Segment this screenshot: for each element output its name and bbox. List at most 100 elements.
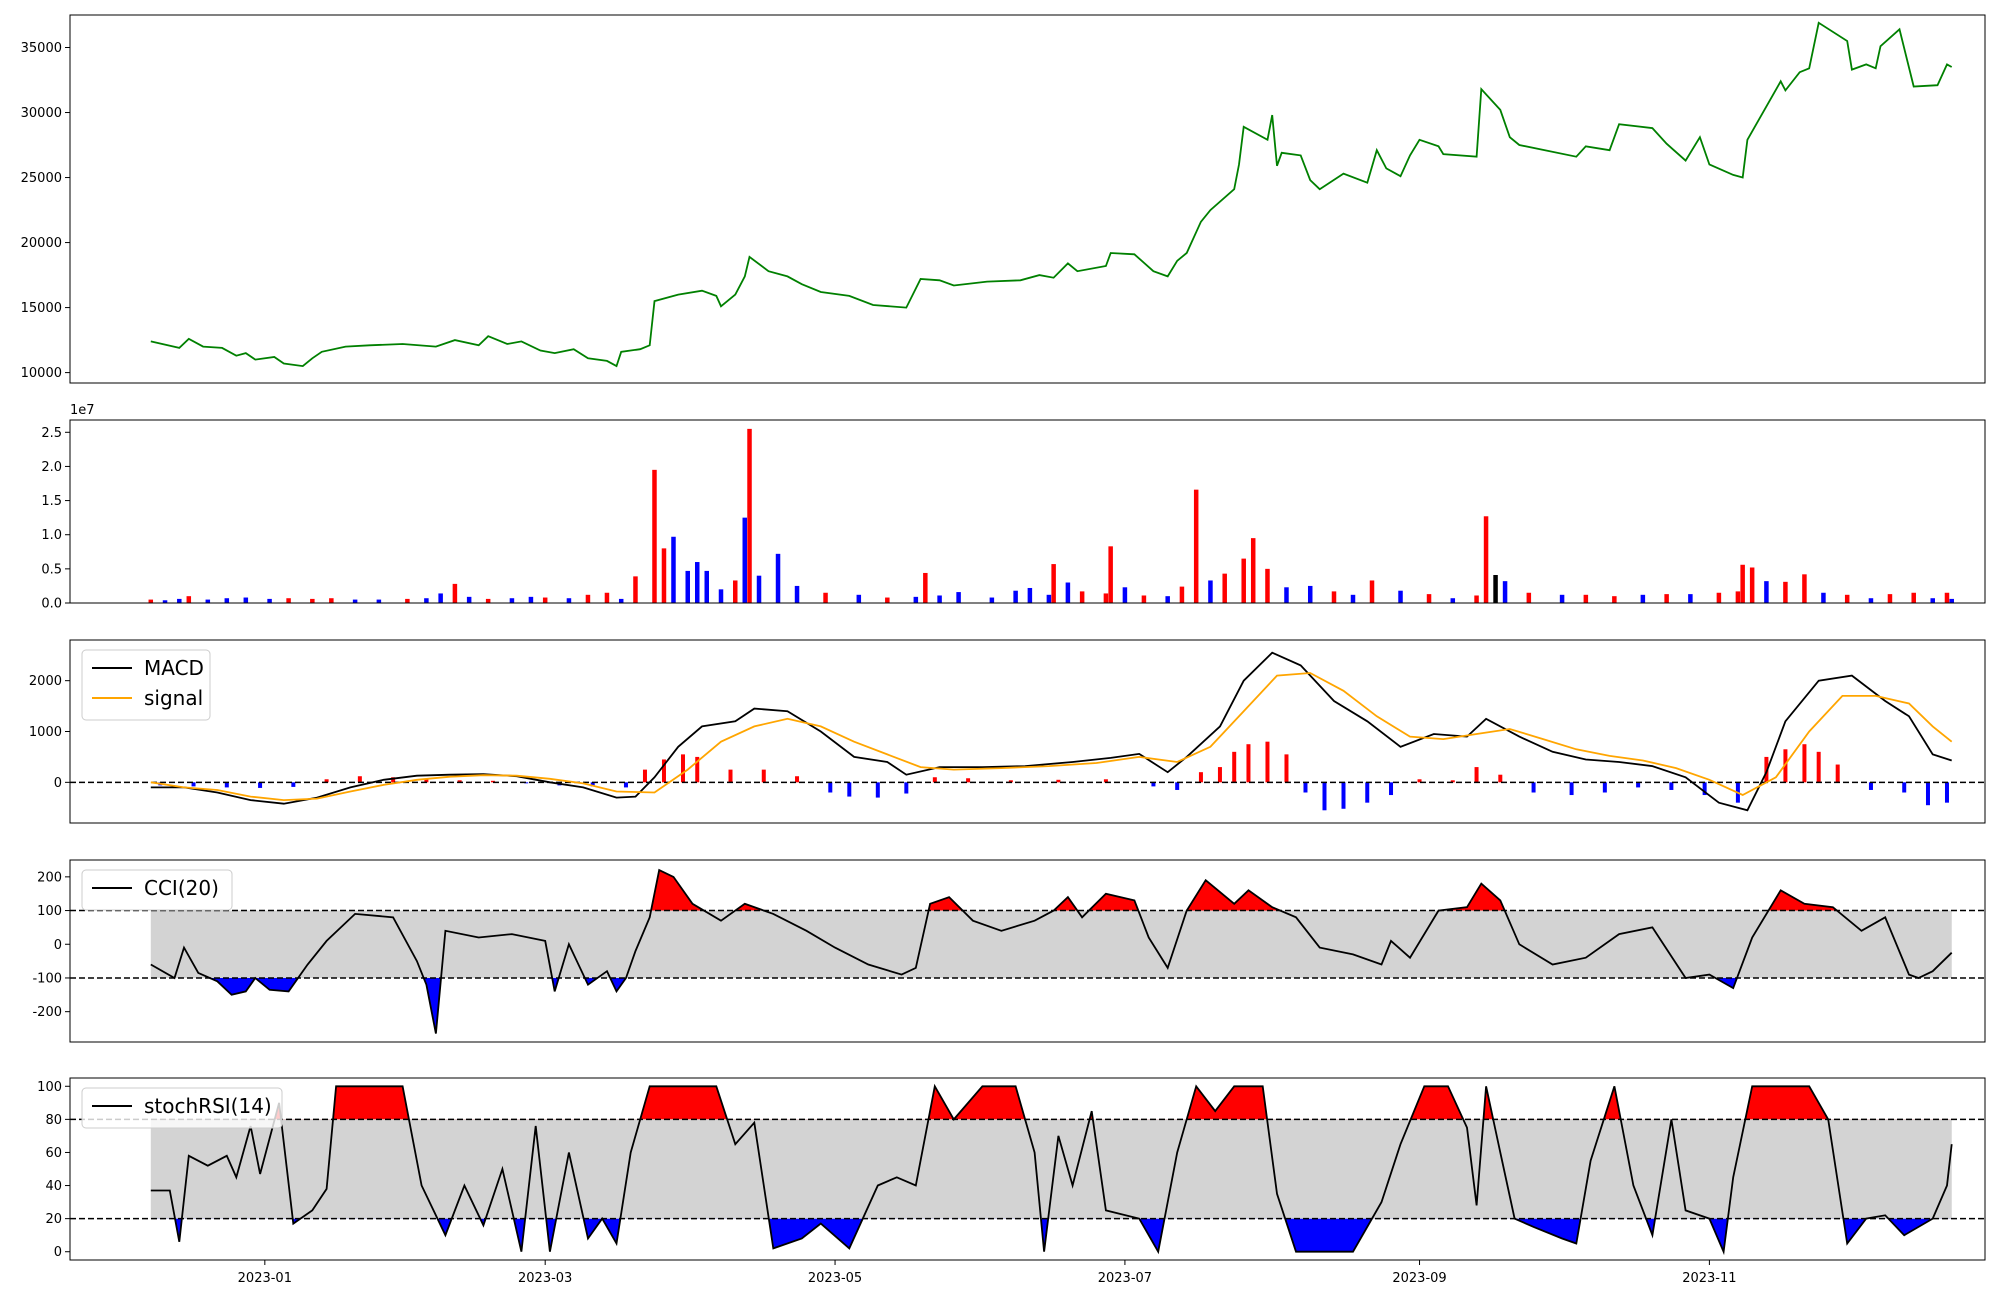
macd-histogram-bar [1151,782,1156,787]
volume-bar [1640,594,1646,603]
volume-bar [1208,580,1213,603]
volume-bar [310,598,315,603]
macd-histogram-bar [695,756,700,783]
volume-bar [742,517,748,603]
y-tick-label: 1.5 [41,494,62,509]
axes-frame [69,859,1986,1043]
volume-bar [1307,585,1313,603]
volume-bar [1740,564,1745,603]
macd-histogram-bar [1835,764,1840,783]
macd-histogram-bar [1246,744,1251,783]
volume-bar [1944,592,1950,603]
volume-bar [1844,594,1850,603]
y-tick-label: 20 [45,1212,62,1227]
volume-bar [1802,574,1807,603]
macd-histogram-bar [642,769,647,783]
macd-histogram-bar [1868,782,1873,790]
macd-histogram-bar [1925,782,1930,806]
indicator-line [150,1083,1953,1256]
volume-bar [376,599,382,603]
volume-bar [1783,581,1788,603]
volume-bar [1051,564,1056,603]
overbought-fill [274,1086,1829,1120]
volume-bar [1688,594,1693,603]
macd-histogram-bar [1056,779,1061,783]
volume-bar [1930,598,1935,603]
volume-bar [1141,595,1147,603]
macd-histogram-bar [258,782,263,788]
macd-histogram-bar [1365,782,1370,803]
price-panel: 10000 15000 20000 25000 30000 35000 [21,14,1986,384]
axes-frame [69,1077,1986,1261]
volume-bar [1046,594,1052,603]
volume-bar [542,597,548,603]
volume-bar [1222,573,1227,603]
volume-bar [956,592,961,603]
volume-bar [1398,590,1403,603]
volume-bar [1583,594,1589,603]
macd-panel: 0 1000 2000 MACD signal [29,639,1986,824]
volume-bar [1887,594,1893,603]
neutral-band [150,1119,1952,1219]
y-tick-label: 1000 [29,725,62,740]
cci-panel: -200 -100 0 100 200 CCI(20) [32,859,1986,1043]
volume-bar [438,593,443,603]
x-tick-label: 2023-07 [1098,1271,1152,1286]
volume-bar [1193,489,1199,603]
macd-histogram-bar [847,782,852,797]
volume-bar [405,598,410,603]
volume-bar [1369,580,1375,603]
y-tick-label: 25000 [21,171,62,186]
volume-bar [1027,587,1033,603]
volume-bar [1764,581,1769,603]
macd-histogram-bar [795,776,800,783]
volume-bar [1013,590,1018,603]
x-tick-label: 2023-01 [238,1271,292,1286]
volume-bar [424,598,429,603]
macd-histogram-bar [224,782,229,788]
y-tick-label: 100 [37,904,62,919]
macd-histogram-bar [904,782,909,794]
volume-bar [1911,592,1916,603]
indicator-line [150,868,1953,1034]
macd-histogram-bar [728,769,733,783]
volume-bar [1949,598,1954,603]
macd-histogram-bar [680,754,685,783]
macd-histogram-bar [424,779,429,783]
macd-histogram-bar [1569,782,1574,796]
volume-bar [485,598,491,603]
macd-histogram-bar [1816,751,1821,783]
macd-histogram-bar [1783,749,1788,783]
volume-bar [1179,586,1185,603]
macd-histogram-bar [391,777,396,783]
macd-histogram-bar [457,780,462,783]
y-tick-label: 80 [45,1113,62,1128]
volume-bar [937,595,942,603]
volume-bar [1502,581,1508,603]
macd-histogram-bar [1474,767,1479,783]
macd-line [150,651,1952,812]
y-tick-label: -100 [32,971,62,986]
macd-histogram-bar [661,759,666,783]
macd-histogram-bar [932,777,937,783]
macd-histogram-bar [1341,782,1346,809]
volume-bar [205,599,211,603]
volume-bar [352,599,358,603]
y-tick-label: 100 [37,1080,62,1095]
volume-bar [633,576,638,603]
x-tick-label: 2023-03 [518,1271,572,1286]
volume-bar [148,599,154,603]
volume-bar [528,596,534,603]
y-tick-label: -200 [32,1005,62,1020]
legend-label: signal [144,686,203,710]
y-tick-label: 0 [54,776,62,791]
macd-histogram-bar [1198,772,1203,783]
y-tick-label: 2.5 [41,426,62,441]
volume-bar [989,597,995,603]
macd-histogram-bar [1902,782,1907,793]
volume-bar [224,598,230,603]
volume-bar [1241,558,1246,603]
macd-histogram-bar [1669,782,1674,790]
macd-histogram-bar [1175,782,1180,790]
